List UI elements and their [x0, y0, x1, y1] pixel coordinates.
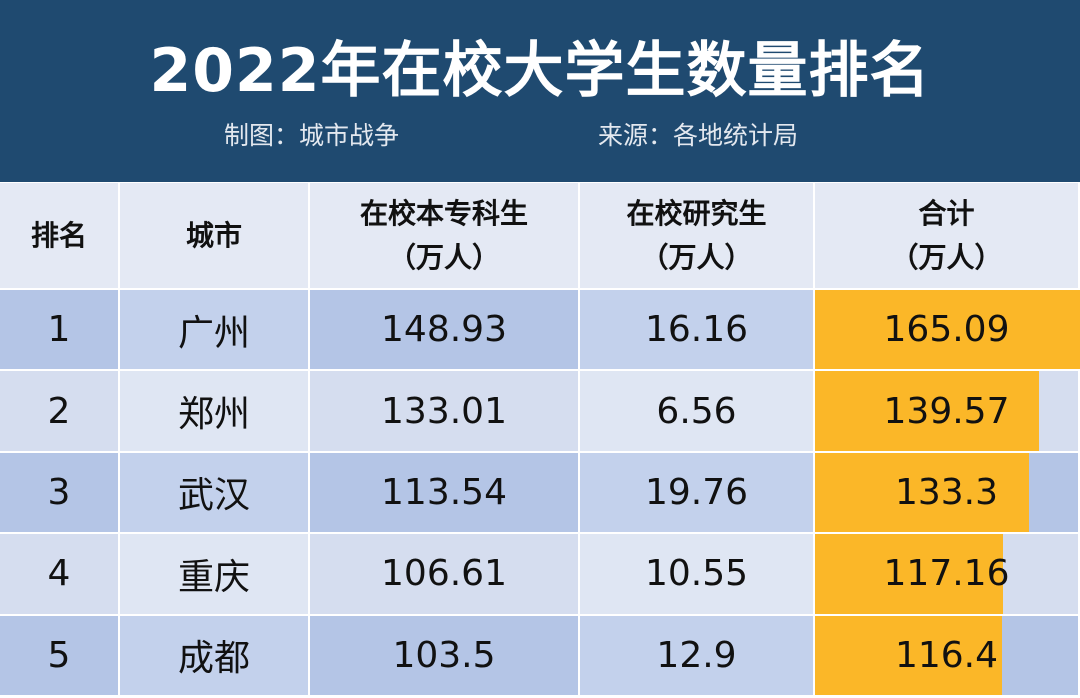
- cell-value: 165.09: [883, 309, 1010, 351]
- total-bar: [815, 452, 1029, 533]
- table-cell: 2: [0, 371, 120, 453]
- cell-value: 19.76: [644, 471, 749, 513]
- cell-value: 103.5: [392, 634, 496, 676]
- table-cell: 3: [0, 452, 120, 535]
- table-cell: 重庆: [120, 534, 310, 616]
- table-cell: 113.54: [310, 452, 580, 535]
- table-cell: 10.55: [580, 534, 815, 616]
- cell-value: 12.9: [656, 634, 737, 676]
- table-cell: 106.61: [310, 534, 580, 616]
- cell-value: 133.01: [381, 390, 507, 432]
- column-unit: （万人）: [387, 240, 500, 274]
- table-cell: 4: [0, 534, 120, 616]
- title: 2022年在校大学生数量排名: [149, 36, 931, 106]
- table-cell: 成都: [120, 615, 310, 697]
- total-bar: [815, 371, 1040, 451]
- cell-value: 133.3: [894, 471, 999, 513]
- cell-value: 3: [47, 471, 71, 513]
- table-cell: 148.93: [310, 290, 580, 372]
- column-header: 排名: [0, 183, 120, 290]
- table-cell: 郑州: [120, 371, 310, 453]
- cell-value: 1: [47, 309, 71, 351]
- table-cell: 139.57: [815, 371, 1080, 453]
- table-cell: 12.9: [580, 615, 815, 697]
- total-bar: [815, 615, 1002, 695]
- column-name: 城市: [185, 218, 242, 252]
- column-name: 排名: [30, 218, 87, 252]
- column-unit: （万人）: [640, 240, 753, 274]
- table-cell: 133.01: [310, 371, 580, 453]
- cell-value: 106.61: [381, 553, 507, 595]
- column-unit: （万人）: [890, 240, 1003, 274]
- cell-value: 148.93: [381, 309, 507, 351]
- cell-value: 16.16: [644, 309, 749, 351]
- source: 来源：各地统计局: [598, 121, 799, 150]
- column-header: 在校本专科生 （万人）: [310, 183, 580, 290]
- table-cell: 1: [0, 290, 120, 372]
- cell-value: 4: [47, 553, 71, 595]
- table-cell: 5: [0, 615, 120, 697]
- column-header: 合计 （万人）: [815, 183, 1080, 290]
- column-header: 在校研究生 （万人）: [580, 183, 815, 290]
- city-name: 重庆: [177, 556, 250, 598]
- cell-value: 5: [47, 634, 71, 676]
- credit: 制图：城市战争: [224, 121, 400, 150]
- header-banner: 2022年在校大学生数量排名 制图：城市战争 来源：各地统计局: [0, 0, 1080, 182]
- cell-value: 139.57: [883, 390, 1010, 432]
- table-cell: 16.16: [580, 290, 815, 372]
- column-name: 在校本专科生: [359, 196, 528, 230]
- table-cell: 133.3: [815, 452, 1080, 535]
- city-name: 武汉: [177, 475, 250, 517]
- column-header: 城市: [120, 183, 310, 290]
- table-cell: 6.56: [580, 371, 815, 453]
- table-cell: 117.16: [815, 534, 1080, 616]
- cell-value: 6.56: [656, 390, 737, 432]
- table-cell: 116.4: [815, 615, 1080, 697]
- city-name: 成都: [177, 638, 250, 680]
- cell-value: 113.54: [381, 471, 507, 513]
- table-cell: 19.76: [580, 452, 815, 535]
- cell-value: 116.4: [894, 634, 999, 676]
- total-bar: [815, 534, 1004, 614]
- table-cell: 165.09: [815, 290, 1080, 372]
- city-name: 广州: [177, 312, 250, 354]
- column-name: 合计: [918, 196, 975, 230]
- cell-value: 2: [47, 390, 71, 432]
- city-name: 郑州: [177, 394, 250, 436]
- cell-value: 117.16: [883, 553, 1010, 595]
- table-cell: 武汉: [120, 452, 310, 535]
- table-cell: 广州: [120, 290, 310, 372]
- total-bar: [815, 290, 1080, 370]
- column-name: 在校研究生: [626, 196, 767, 230]
- cell-value: 10.55: [644, 553, 749, 595]
- table-cell: 103.5: [310, 615, 580, 697]
